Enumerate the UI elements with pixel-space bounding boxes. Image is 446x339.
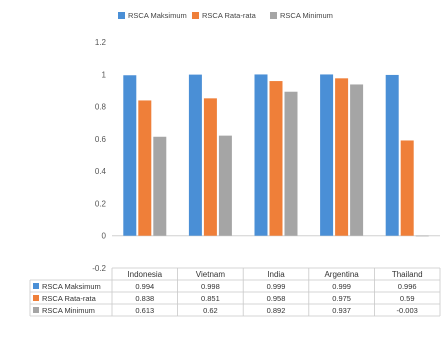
bar <box>285 92 298 236</box>
bar <box>320 74 333 235</box>
data-label: 0.975 <box>332 294 351 303</box>
bar <box>416 236 429 237</box>
data-label: 0.59 <box>400 294 415 303</box>
table-legend-swatch <box>33 307 39 313</box>
table-row-label: RSCA Maksimum <box>42 282 101 291</box>
y-tick-label: 0.4 <box>95 167 107 176</box>
bar <box>255 74 268 235</box>
table-legend-swatch <box>33 283 39 289</box>
bar <box>350 84 363 235</box>
data-label: 0.999 <box>267 282 286 291</box>
legend-swatch <box>192 12 199 19</box>
y-tick-label: 0.6 <box>95 135 107 144</box>
y-tick-label: 0 <box>102 232 107 241</box>
data-label: 0.999 <box>332 282 351 291</box>
x-tick-label: Indonesia <box>127 270 162 279</box>
data-label: 0.996 <box>398 282 417 291</box>
y-tick-label: -0.2 <box>92 264 106 273</box>
bar <box>270 81 283 236</box>
bar <box>123 75 136 235</box>
data-label: 0.958 <box>267 294 286 303</box>
bar <box>335 78 348 235</box>
data-label: 0.613 <box>135 306 154 315</box>
bar <box>153 137 166 236</box>
legend-label: RSCA Rata-rata <box>202 11 257 20</box>
bar <box>386 75 399 236</box>
table-row-label: RSCA Minimum <box>42 306 95 315</box>
legend-swatch <box>118 12 125 19</box>
bar <box>189 75 202 236</box>
data-label: 0.937 <box>332 306 351 315</box>
data-label: 0.62 <box>203 306 218 315</box>
bar <box>219 136 232 236</box>
bar <box>204 98 217 235</box>
data-label: 0.892 <box>267 306 286 315</box>
x-tick-label: Vietnam <box>196 270 226 279</box>
y-tick-label: 1.2 <box>95 38 107 47</box>
bar <box>138 100 151 235</box>
legend-label: RSCA Minimum <box>280 11 333 20</box>
x-tick-label: India <box>267 270 285 279</box>
data-label: 0.998 <box>201 282 220 291</box>
table-row-label: RSCA Rata-rata <box>42 294 97 303</box>
bar <box>401 140 414 235</box>
x-tick-label: Thailand <box>392 270 423 279</box>
data-label: -0.003 <box>397 306 418 315</box>
data-label: 0.994 <box>135 282 154 291</box>
x-tick-label: Argentina <box>324 270 359 279</box>
legend-label: RSCA Maksimum <box>128 11 187 20</box>
data-label: 0.838 <box>135 294 154 303</box>
data-label: 0.851 <box>201 294 220 303</box>
legend-swatch <box>270 12 277 19</box>
y-tick-label: 1 <box>102 70 107 79</box>
y-tick-label: 0.2 <box>95 199 107 208</box>
y-tick-label: 0.8 <box>95 103 107 112</box>
table-legend-swatch <box>33 295 39 301</box>
